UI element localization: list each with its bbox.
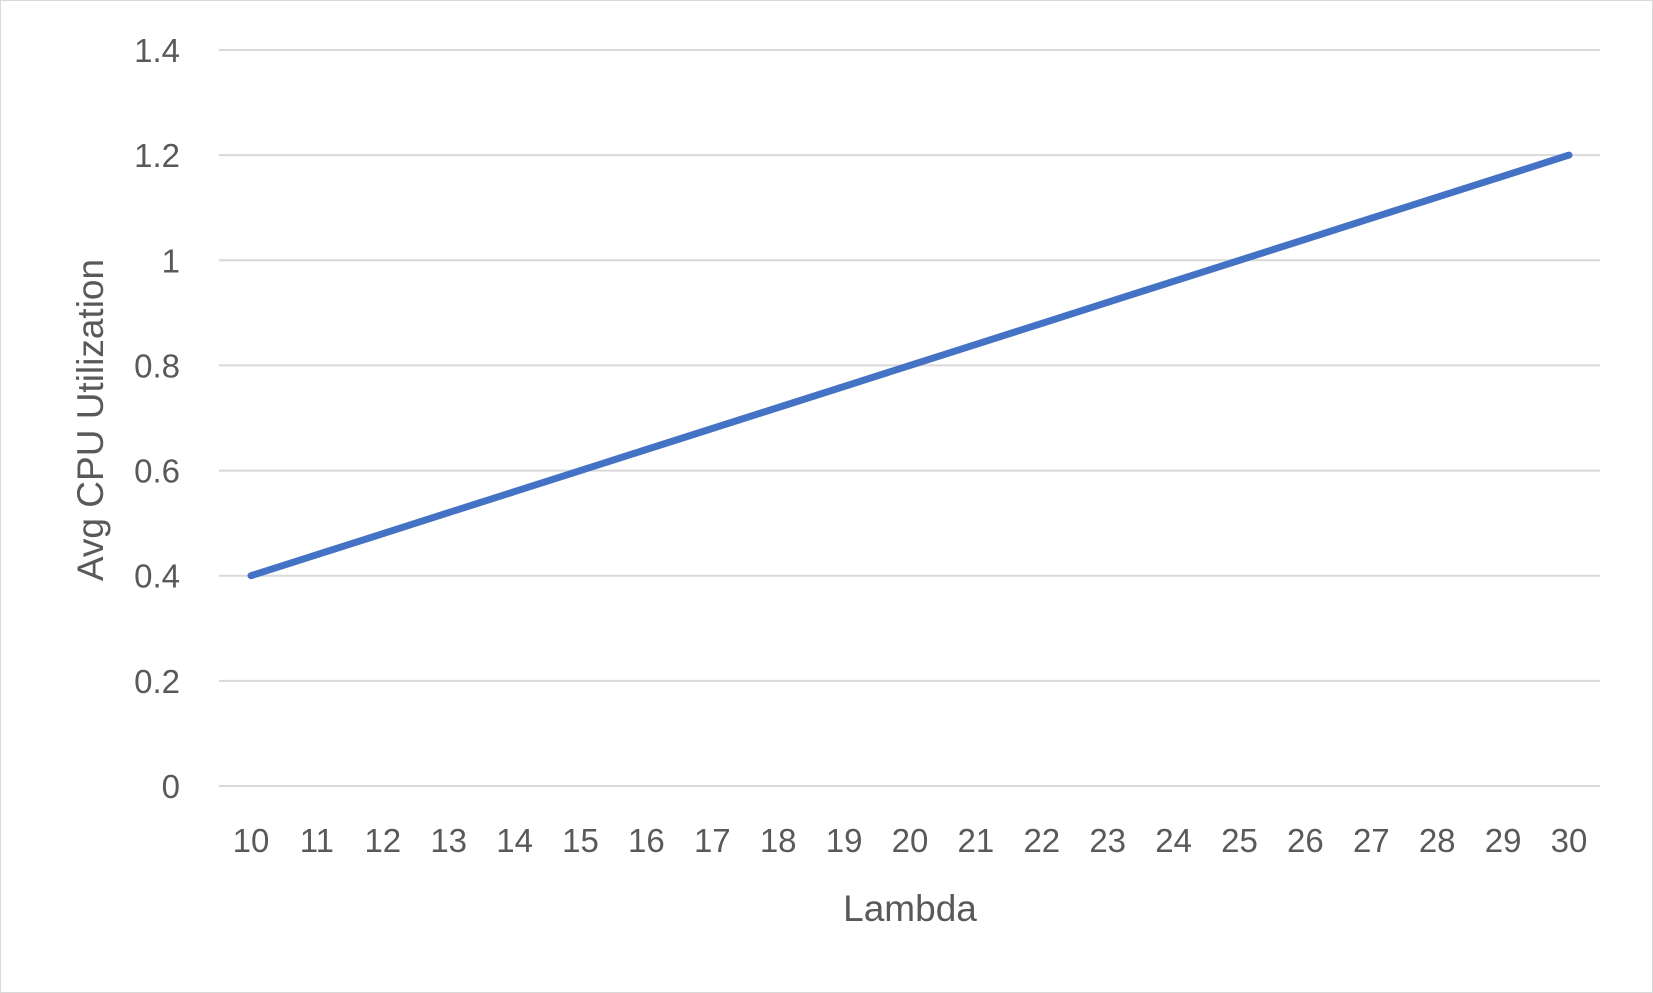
data-point xyxy=(250,575,252,577)
data-point xyxy=(580,470,581,472)
x-tick-label: 27 xyxy=(1353,822,1390,859)
x-tick-label: 19 xyxy=(826,822,863,859)
x-tick-label: 16 xyxy=(628,822,665,859)
x-tick-label: 20 xyxy=(892,822,929,859)
data-point xyxy=(975,343,977,345)
data-point xyxy=(514,491,516,493)
data-point xyxy=(1107,301,1109,303)
data-point xyxy=(777,406,779,408)
data-point xyxy=(909,364,911,366)
y-tick-label: 0.4 xyxy=(134,558,180,595)
x-tick-label: 24 xyxy=(1155,822,1192,859)
x-tick-label: 23 xyxy=(1089,822,1126,859)
x-tick-label: 29 xyxy=(1485,822,1522,859)
data-point xyxy=(1370,217,1372,219)
x-tick-label: 18 xyxy=(760,822,797,859)
x-tick-label: 25 xyxy=(1221,822,1258,859)
x-axis-tick-labels: 10 11 12 13 14 15 16 17 18 19 20 21 22 23 24 25 26 27 28 29… xyxy=(233,822,1588,859)
x-tick-label: 15 xyxy=(562,822,599,859)
y-tick-label: 1.2 xyxy=(134,137,180,174)
x-tick-label: 14 xyxy=(496,822,533,859)
x-tick-label: 28 xyxy=(1419,822,1456,859)
data-point xyxy=(843,385,845,387)
x-tick-label: 21 xyxy=(958,822,995,859)
data-point xyxy=(1173,280,1175,282)
y-axis-tick-labels: 0 0.2 0.4 0.6 0.8 1 1.2 1.4 xyxy=(134,32,180,805)
data-point xyxy=(711,428,713,430)
y-tick-label: 0.6 xyxy=(134,453,180,490)
data-point xyxy=(1436,196,1438,198)
x-tick-label: 26 xyxy=(1287,822,1324,859)
data-point xyxy=(1568,154,1570,156)
x-tick-label: 13 xyxy=(430,822,467,859)
series-layer xyxy=(247,151,1573,580)
gridlines xyxy=(219,49,1600,787)
data-point xyxy=(645,449,647,451)
x-axis-title: Lambda xyxy=(843,888,977,929)
data-point xyxy=(382,533,384,535)
x-tick-label: 22 xyxy=(1023,822,1060,859)
x-tick-label: 30 xyxy=(1551,822,1588,859)
x-tick-label: 12 xyxy=(364,822,401,859)
y-axis-title: Avg CPU Utilization xyxy=(70,259,111,581)
x-tick-label: 17 xyxy=(694,822,731,859)
data-point xyxy=(316,554,318,556)
y-tick-label: 1.4 xyxy=(134,32,180,69)
data-point xyxy=(1304,238,1306,240)
x-tick-label: 10 xyxy=(233,822,270,859)
data-point xyxy=(1502,175,1504,177)
y-tick-label: 0.2 xyxy=(134,663,180,700)
data-point xyxy=(448,512,450,514)
y-tick-label: 1 xyxy=(162,242,180,279)
x-tick-label: 11 xyxy=(300,822,334,859)
y-tick-label: 0 xyxy=(162,768,180,805)
data-point xyxy=(1041,322,1043,324)
y-tick-label: 0.8 xyxy=(134,347,180,384)
data-point xyxy=(1239,259,1240,261)
